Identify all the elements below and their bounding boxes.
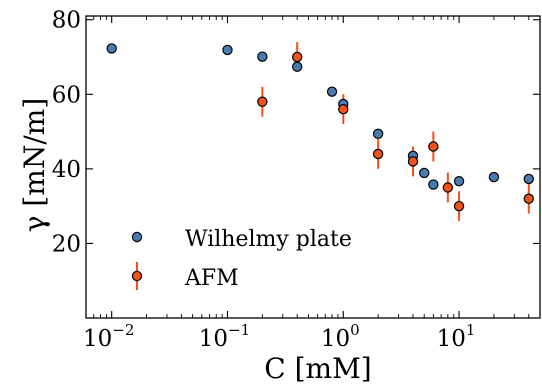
afm-point-8	[523, 193, 534, 204]
x-tick-label-2: 100	[321, 321, 360, 352]
y-axis-title-text: γ [mN/m]	[18, 98, 51, 233]
legend: Wilhelmy plate AFM	[131, 227, 352, 291]
afm-point-5	[428, 141, 439, 152]
afm-point-0	[257, 96, 268, 107]
wilhelmy-point-12	[523, 173, 534, 185]
wilhelmy-point-3	[291, 61, 303, 72]
wilhelmy-point-10	[453, 175, 465, 187]
legend-wilhelmy-label: Wilhelmy plate	[185, 227, 352, 252]
x-tick-label-1: 10−1	[199, 321, 250, 352]
afm-point-1	[291, 51, 303, 63]
afm-point-4	[407, 156, 419, 167]
y-tick-label-1: 40	[52, 157, 81, 183]
y-tick-label-0: 20	[52, 231, 81, 257]
afm-point-7	[453, 200, 465, 212]
legend-afm-marker	[131, 270, 143, 282]
plot-frame	[85, 15, 541, 319]
x-tick-label-0: 10−2	[83, 321, 134, 352]
afm-point-6	[442, 182, 454, 193]
ticks-layer: 10−2 10−1 100 101 20 40 60 80	[52, 8, 540, 352]
x-axis-title: C [mM]	[264, 352, 371, 385]
wilhelmy-point-0	[106, 43, 117, 54]
wilhelmy-point-2	[257, 51, 268, 62]
legend-wilhelmy-marker	[131, 231, 143, 243]
wilhelmy-point-4	[326, 86, 338, 97]
legend-afm-label: AFM	[184, 266, 239, 291]
x-tick-label-3: 101	[437, 321, 476, 352]
x-axis-title-text: C [mM]	[264, 352, 371, 385]
wilhelmy-point-1	[222, 44, 233, 56]
afm-point-3	[372, 148, 384, 160]
y-axis-title: γ [mN/m]	[18, 98, 51, 233]
points-layer	[106, 42, 534, 222]
svg-text:γ [mN/m]: γ [mN/m]	[18, 98, 51, 233]
wilhelmy-point-11	[488, 171, 500, 183]
afm-point-2	[338, 104, 349, 115]
y-tick-label-3: 80	[52, 8, 81, 34]
wilhelmy-point-9	[428, 179, 439, 190]
wilhelmy-point-6	[372, 128, 384, 140]
wilhelmy-point-8	[419, 167, 430, 179]
y-tick-label-2: 60	[52, 82, 81, 108]
svg-text:C [mM]: C [mM]	[264, 352, 371, 385]
